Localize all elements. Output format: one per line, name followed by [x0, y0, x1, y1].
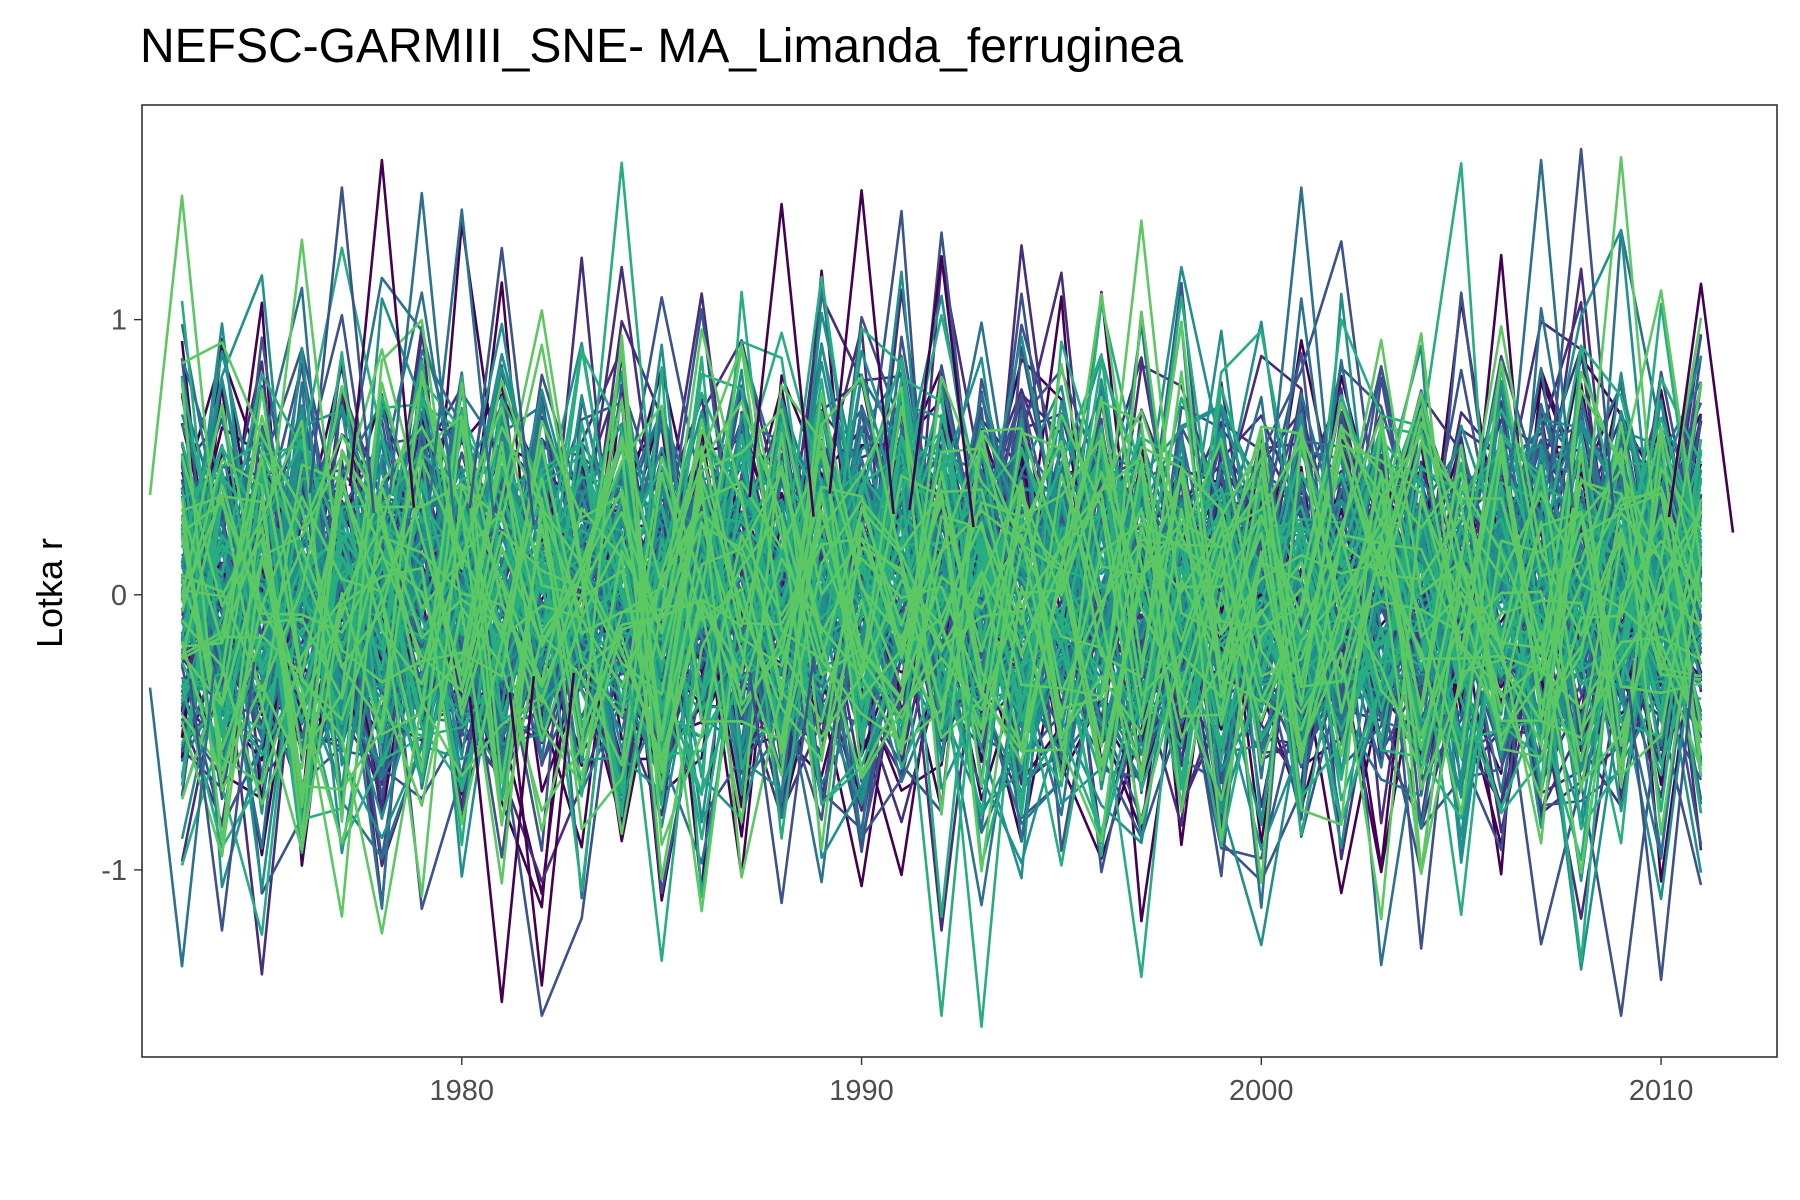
highlighted-series-line-5 — [148, 156, 1655, 913]
series-line — [181, 370, 1703, 875]
chart-title: NEFSC-GARMIII_SNE- MA_Limanda_ferruginea — [140, 20, 1183, 73]
highlighted-series-line-4 — [588, 161, 1015, 1028]
series-line — [180, 378, 1703, 814]
series-line — [181, 404, 1702, 806]
y-axis-label: Lotka r — [29, 538, 70, 648]
series-line — [180, 424, 1703, 916]
series-line — [181, 318, 1703, 885]
series-line — [180, 328, 1703, 858]
series-line — [180, 382, 1703, 881]
series-layer — [148, 147, 1735, 1028]
highlighted-series-line-2 — [188, 147, 1695, 982]
series-line — [180, 334, 1703, 844]
highlighted-series-line-1 — [348, 158, 1735, 1004]
series-line — [181, 396, 1703, 802]
series-line — [180, 344, 1703, 885]
x-tick-label: 2000 — [1229, 1075, 1294, 1107]
series-line — [181, 292, 1703, 836]
y-tick-label: -1 — [101, 855, 127, 887]
highlighted-series-line-3 — [148, 158, 1575, 968]
series-line — [180, 362, 1702, 839]
series-line — [180, 289, 1703, 800]
series-line — [180, 375, 1703, 935]
axes-layer: 1980 1990 2000 2010 -1 0 1 — [101, 305, 1693, 1107]
y-tick-label: 0 — [111, 580, 127, 612]
series-line — [181, 423, 1703, 875]
x-tick-label: 1990 — [829, 1075, 894, 1107]
y-tick-label: 1 — [111, 305, 127, 337]
x-tick-label: 2010 — [1629, 1075, 1694, 1107]
x-tick-label: 1980 — [430, 1075, 495, 1107]
